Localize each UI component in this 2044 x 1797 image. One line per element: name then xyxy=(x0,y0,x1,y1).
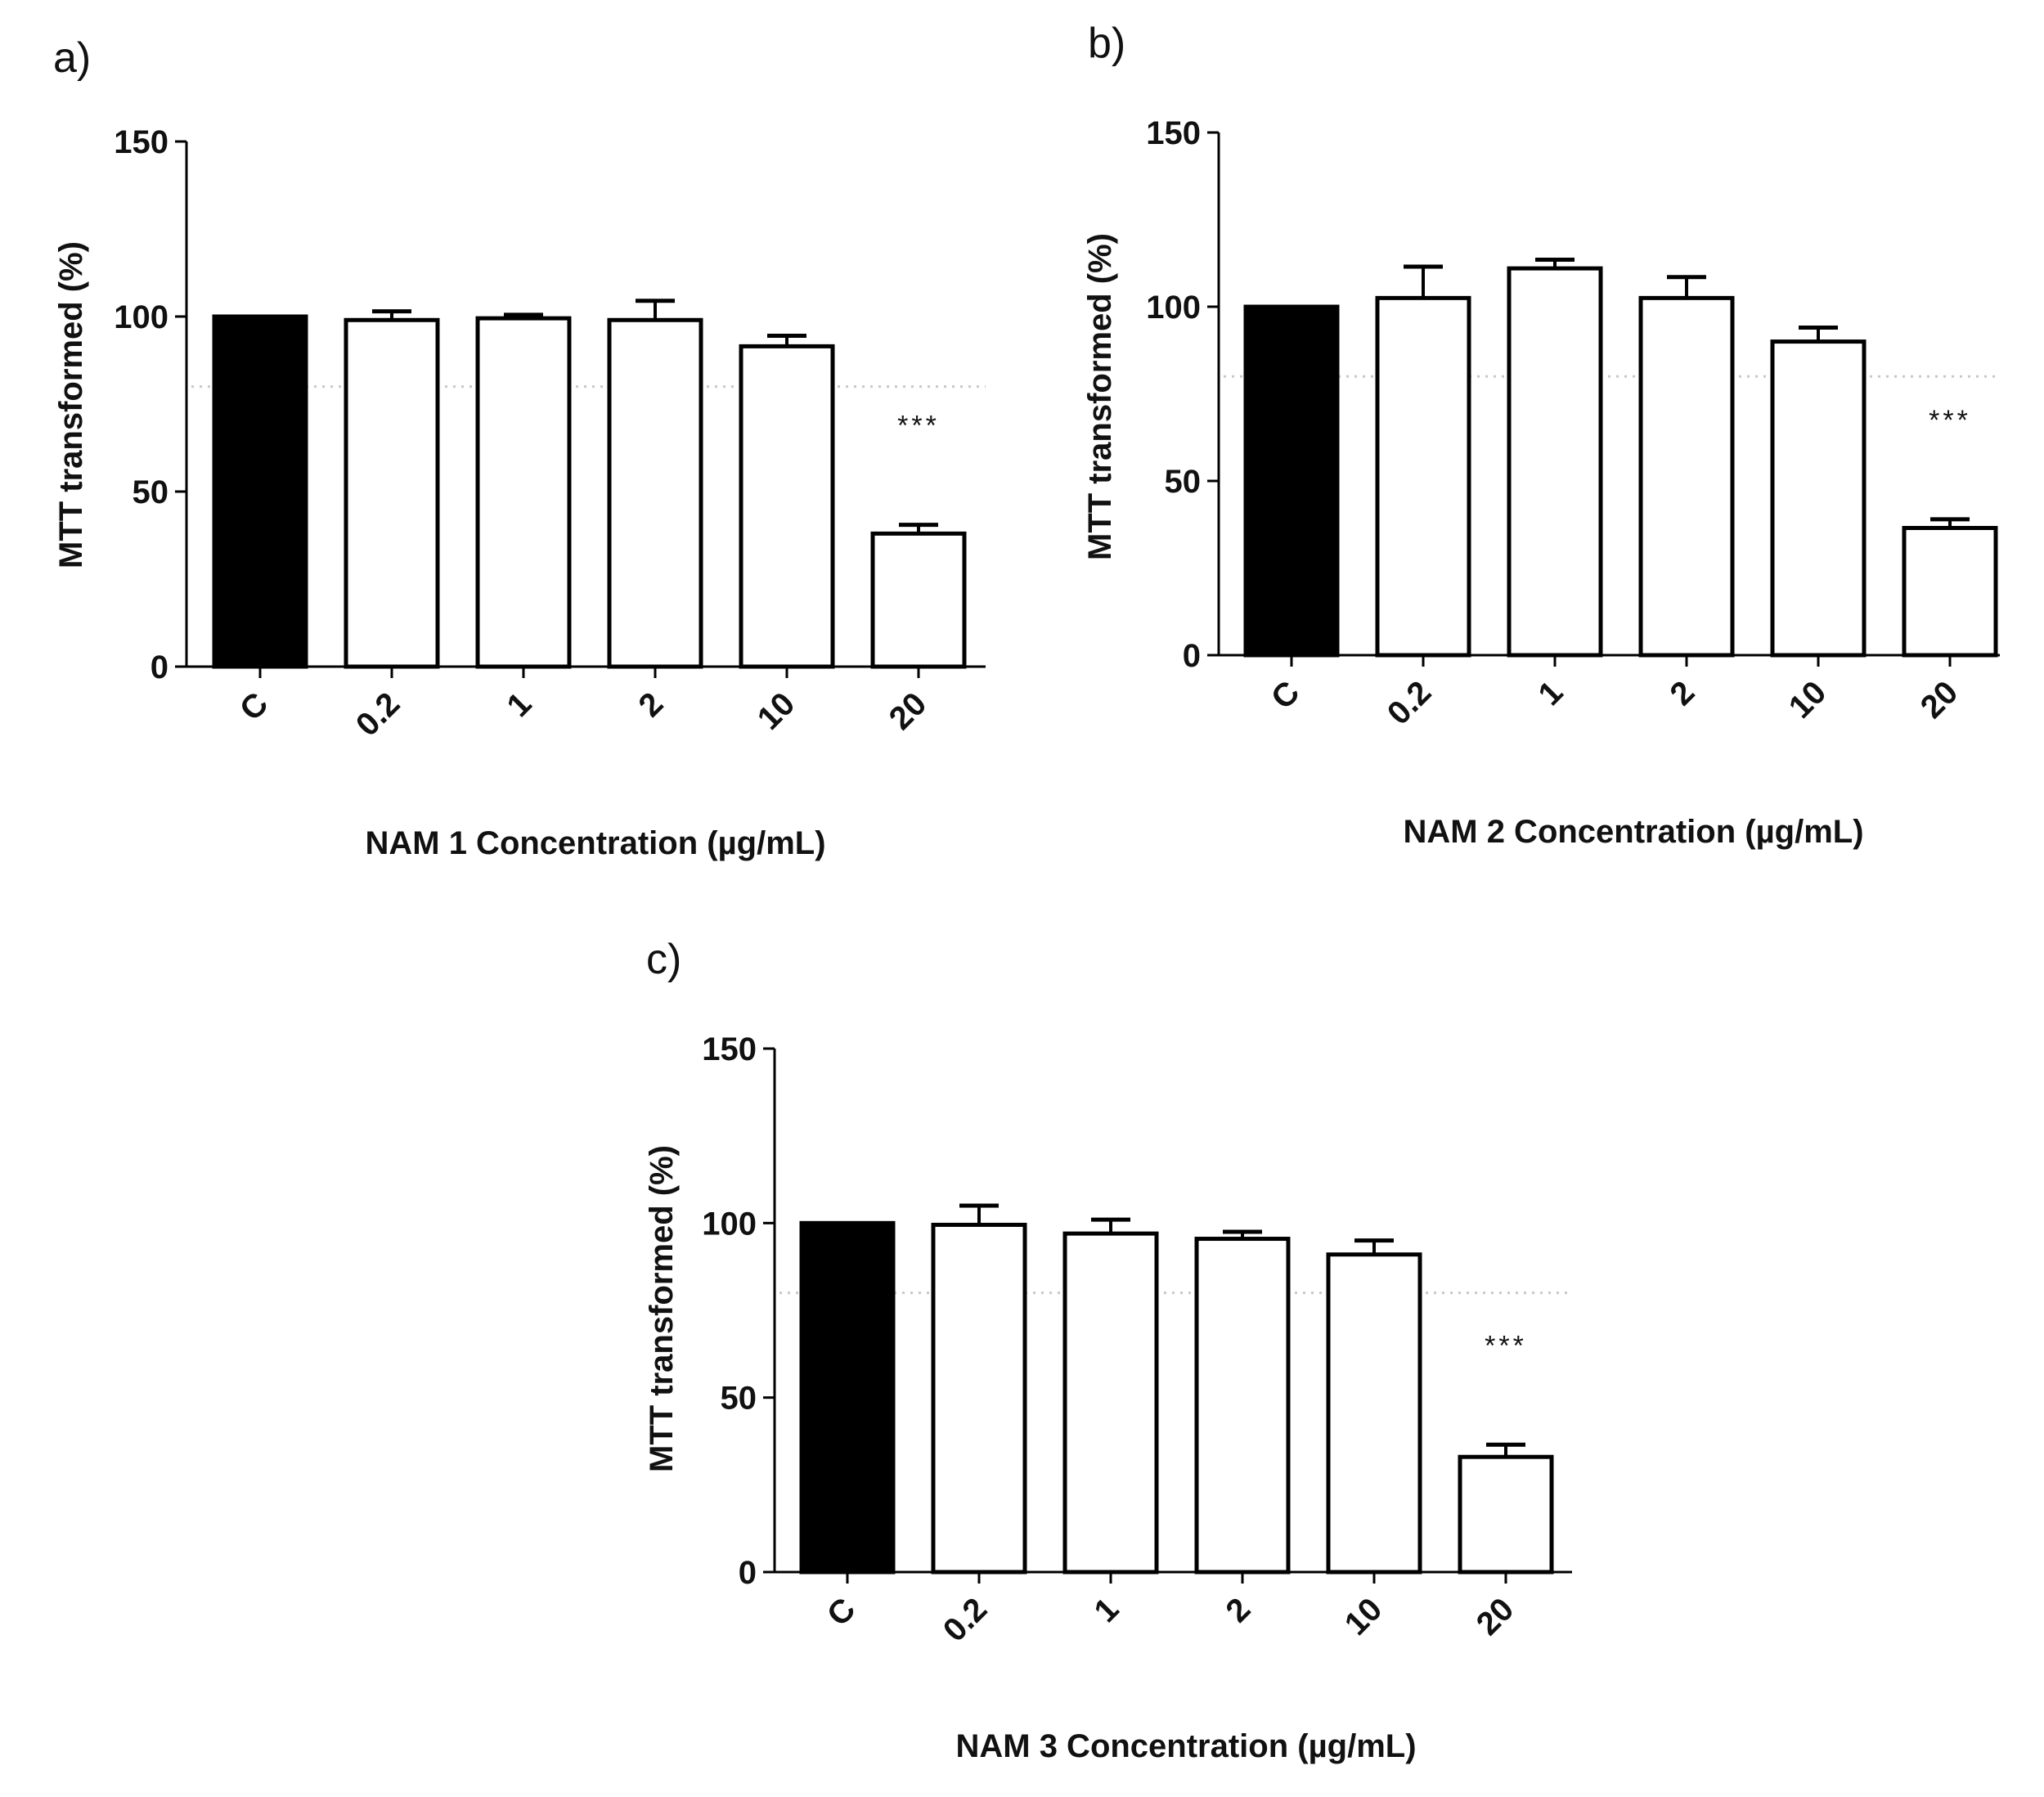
panel-a: a) 0 50 100 150 C 0.2 1 2 10 20 *** MTT transforme… xyxy=(53,34,986,861)
panel-a-bar-C xyxy=(212,314,308,669)
panel-c-category-label: 1 xyxy=(1088,1591,1126,1629)
panel-b-bar-2 xyxy=(1638,295,1735,658)
panel-c-label: c) xyxy=(646,936,681,983)
panel-a-y-tick-label: 0 xyxy=(150,649,168,685)
panel-a-category-label: 0.2 xyxy=(349,685,407,743)
panel-b-y-tick-label: 100 xyxy=(1146,290,1201,326)
panel-c-y-tick-label: 100 xyxy=(702,1206,757,1242)
panel-b-category-label: 20 xyxy=(1914,674,1965,726)
panel-a-y-tick-label: 100 xyxy=(114,299,168,335)
panel-a-category-label: 10 xyxy=(751,685,802,737)
panel-c-significance-marker: *** xyxy=(1485,1330,1527,1361)
panel-a-category-label: 2 xyxy=(632,685,671,724)
panel-a-bar-10 xyxy=(739,344,835,669)
panel-c-y-tick-label: 0 xyxy=(739,1555,757,1591)
panel-a-label: a) xyxy=(53,34,91,82)
panel-a-x-axis-label: NAM 1 Concentration (µg/mL) xyxy=(365,825,825,861)
panel-b-y-tick-label: 0 xyxy=(1183,638,1201,674)
panel-a-y-tick-label: 50 xyxy=(133,474,169,510)
panel-a-bar-0-2 xyxy=(344,317,440,669)
panel-b-category-label: C xyxy=(1265,674,1307,717)
panel-b-y-tick-label: 150 xyxy=(1146,115,1201,151)
panel-c: c) 0 50 100 150 C 0.2 1 2 10 20 *** MTT transforme… xyxy=(644,936,1572,1764)
panel-a-bar-2 xyxy=(607,317,703,669)
panel-a-category-label: 20 xyxy=(883,685,934,737)
panel-c-bar-10 xyxy=(1326,1252,1422,1575)
panel-c-category-label: 2 xyxy=(1220,1591,1258,1629)
panel-b-label: b) xyxy=(1088,20,1125,67)
panel-b-significance-marker: *** xyxy=(1929,405,1971,436)
panel-b-category-label: 2 xyxy=(1664,674,1702,712)
panel-c-bar-1 xyxy=(1062,1231,1159,1575)
panel-c-x-axis-label: NAM 3 Concentration (µg/mL) xyxy=(955,1728,1416,1764)
panel-b-bar-1 xyxy=(1507,266,1603,658)
panel-a-y-tick-label: 150 xyxy=(114,124,168,160)
panel-b-plot: 0 50 100 150 C 0.2 1 2 10 20 *** xyxy=(1146,115,2000,732)
panel-c-bar-2 xyxy=(1194,1237,1291,1575)
panel-b-category-label: 0.2 xyxy=(1381,674,1438,731)
panel-a-plot: 0 50 100 150 C 0.2 1 2 10 20 *** xyxy=(114,124,986,744)
panel-c-category-label: C xyxy=(820,1591,863,1633)
panel-b-category-label: 1 xyxy=(1532,674,1570,712)
panel-b-bar-20 xyxy=(1902,526,1998,658)
panel-b-y-tick-label: 50 xyxy=(1165,464,1202,500)
panel-b-bar-10 xyxy=(1770,339,1867,658)
panel-b-x-axis-label: NAM 2 Concentration (µg/mL) xyxy=(1403,814,1863,850)
panel-a-significance-marker: *** xyxy=(897,411,940,442)
panel-a-bar-1 xyxy=(475,316,572,669)
panel-c-bar-20 xyxy=(1458,1454,1554,1575)
panel-b-bar-C xyxy=(1243,304,1340,658)
panel-a-y-axis-label: MTT transformed (%) xyxy=(53,241,89,568)
panel-c-y-tick-label: 150 xyxy=(702,1031,757,1067)
panel-b: b) 0 50 100 150 C 0.2 1 2 10 20 *** MTT transforme… xyxy=(1082,20,2000,850)
panel-c-y-tick-label: 50 xyxy=(721,1381,757,1417)
panel-c-plot: 0 50 100 150 C 0.2 1 2 10 20 *** xyxy=(702,1031,1572,1649)
panel-a-bar-20 xyxy=(870,531,967,669)
panel-a-category-label: C xyxy=(233,685,276,728)
panel-b-category-label: 10 xyxy=(1782,674,1834,726)
panel-c-category-label: 0.2 xyxy=(937,1591,994,1648)
panel-c-y-axis-label: MTT transformed (%) xyxy=(644,1145,680,1472)
panel-c-category-label: 10 xyxy=(1338,1591,1390,1642)
panel-c-bar-C xyxy=(799,1220,896,1575)
panel-c-bar-0-2 xyxy=(931,1222,1027,1575)
panel-a-category-label: 1 xyxy=(501,685,539,724)
panel-b-y-axis-label: MTT transformed (%) xyxy=(1082,233,1118,560)
panel-c-category-label: 20 xyxy=(1470,1591,1521,1642)
panel-b-bar-0-2 xyxy=(1375,295,1471,658)
